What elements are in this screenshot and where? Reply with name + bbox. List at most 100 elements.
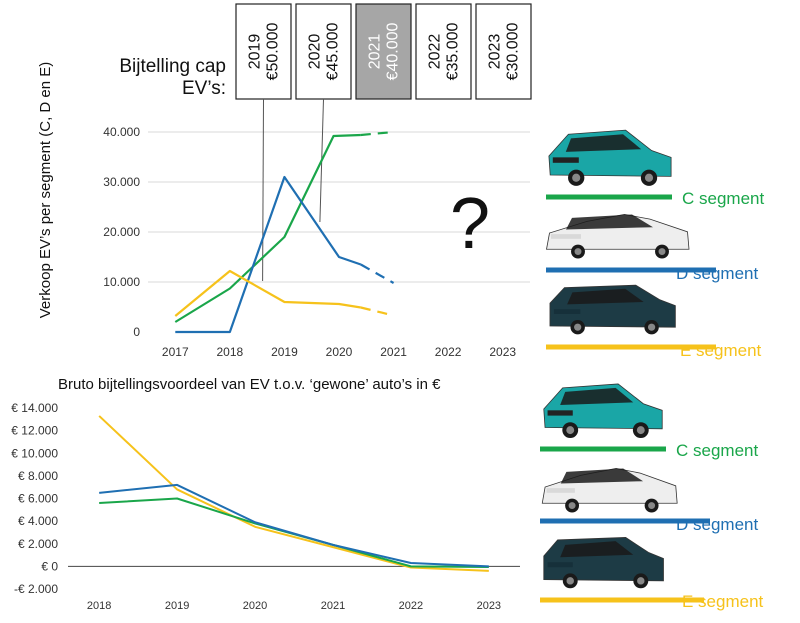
bottom-series-line-2 <box>99 483 489 568</box>
bottom-y-tick-label: -€ 2.000 <box>14 582 58 596</box>
car-grille <box>553 309 581 314</box>
cap-box-year: 2021 <box>367 34 384 70</box>
car-hub <box>644 173 654 182</box>
car-grille <box>551 234 581 239</box>
bottom-y-tick-label: € 10.000 <box>11 446 58 460</box>
top-series-line-2 <box>174 269 362 317</box>
bottom-x-tick-label: 2019 <box>165 600 189 612</box>
legend-color-bar <box>540 446 666 452</box>
legend-color-bar <box>546 267 716 273</box>
cap-box-frame <box>415 3 472 100</box>
car-hub <box>568 502 576 510</box>
car-hatchback-picture <box>543 383 663 439</box>
car-grille <box>547 410 573 416</box>
legend-top: C segment D segment E segment <box>546 129 764 360</box>
top-y-tick-label: 40.000 <box>103 125 140 139</box>
bottom-x-tick-label: 2020 <box>243 600 267 612</box>
cap-box-amount: €30.000 <box>505 22 522 80</box>
top-series-dashed-2 <box>360 306 394 317</box>
car-hub <box>636 426 645 435</box>
cap-box-frame <box>235 3 292 100</box>
bottom-chart-tax-benefit: -€ 2.000 € 0 € 2.000 € 4.000 € 6.000 € 8.000 €… <box>11 401 520 612</box>
top-series-line-1 <box>175 175 362 334</box>
bijtelling-cap-group: Bijtelling cap EV’s: 2019 €50.000 2020 €45.… <box>119 3 532 100</box>
cap-box-2023: 2023 €30.000 <box>475 3 532 100</box>
car-hub <box>648 502 656 510</box>
question-mark: ? <box>450 184 490 264</box>
cap-box-2020: 2020 €45.000 <box>295 3 352 100</box>
cap-label-line2: EV’s: <box>182 78 226 99</box>
car-sedan-picture <box>541 468 678 513</box>
legend-bottom: C segment D segment E segment <box>540 383 764 611</box>
cap-box-2021: 2021 €40.000 <box>355 3 412 100</box>
top-series-dashed-0 <box>360 130 394 137</box>
car-grille <box>547 562 573 568</box>
bottom-y-tick-label: € 6.000 <box>18 492 58 506</box>
cap-label-line1: Bijtelling cap <box>119 56 226 77</box>
cap-box-amount: €45.000 <box>325 22 342 80</box>
top-x-tick-label: 2019 <box>271 345 298 359</box>
top-y-tick-label: 10.000 <box>103 275 140 289</box>
legend-color-bar <box>540 518 710 524</box>
car-hub <box>566 426 575 435</box>
cap-box-year: 2019 <box>247 34 264 70</box>
top-x-tick-label: 2017 <box>162 345 189 359</box>
legend-label: D segment <box>676 515 758 534</box>
bottom-y-tick-label: € 14.000 <box>11 401 58 415</box>
bottom-series-line-0 <box>98 415 489 572</box>
cap-annotation-line <box>262 98 264 282</box>
legend-label: E segment <box>680 341 762 360</box>
car-window <box>566 214 653 230</box>
top-x-tick-label: 2018 <box>217 345 244 359</box>
car-window <box>560 387 634 406</box>
bottom-x-tick-label: 2021 <box>321 600 345 612</box>
car-hub <box>566 577 574 585</box>
car-suv-picture <box>549 284 676 335</box>
car-window <box>567 288 644 305</box>
bottom-y-tick-label: € 8.000 <box>18 469 58 483</box>
cap-box-year: 2022 <box>427 34 444 70</box>
legend-label: C segment <box>676 441 758 460</box>
bottom-y-tick-label: € 4.000 <box>18 514 58 528</box>
car-window <box>565 134 642 152</box>
car-hub <box>572 173 581 182</box>
legend-label: D segment <box>676 264 758 283</box>
cap-box-year: 2023 <box>487 34 504 70</box>
cap-box-frame <box>475 3 532 100</box>
top-series-line-0 <box>174 133 361 323</box>
car-grille <box>546 488 575 493</box>
legend-label: E segment <box>682 592 764 611</box>
bottom-chart-title: Bruto bijtellingsvoordeel van EV t.o.v. … <box>58 376 441 393</box>
top-x-tick-label: 2023 <box>489 345 516 359</box>
top-x-tick-label: 2022 <box>435 345 462 359</box>
top-y-tick-label: 20.000 <box>103 225 140 239</box>
top-chart-ev-sales: 0 10.000 20.000 30.000 40.000 2017 2018 2019 202… <box>37 62 530 359</box>
bottom-y-tick-label: € 12.000 <box>11 424 58 438</box>
bottom-y-tick-label: € 2.000 <box>18 537 58 551</box>
top-series-dashed-1 <box>360 263 395 284</box>
cap-box-frame <box>295 3 352 100</box>
top-x-tick-label: 2020 <box>326 345 353 359</box>
car-suv-picture <box>543 537 664 589</box>
car-hub <box>574 323 582 331</box>
car-sedan-picture <box>546 214 690 259</box>
legend-color-bar <box>546 194 672 200</box>
car-hub <box>658 248 666 256</box>
cap-box-year: 2020 <box>307 34 324 70</box>
legend-label: C segment <box>682 189 764 208</box>
car-grille <box>552 157 579 163</box>
legend-color-bar <box>540 597 704 603</box>
top-y-axis-label: Verkoop EV’s per segment (C, D en E) <box>37 62 54 319</box>
cap-box-2022: 2022 €35.000 <box>415 3 472 100</box>
car-window <box>560 468 644 484</box>
cap-box-2019: 2019 €50.000 <box>235 3 292 100</box>
bottom-x-tick-label: 2018 <box>87 600 111 612</box>
top-y-tick-label: 0 <box>133 325 140 339</box>
cap-box-amount: €35.000 <box>445 22 462 80</box>
bottom-x-tick-label: 2023 <box>477 600 501 612</box>
bottom-y-tick-label: € 0 <box>41 559 58 573</box>
cap-box-amount: €40.000 <box>385 22 402 80</box>
car-hub <box>574 248 582 256</box>
legend-color-bar <box>546 344 716 350</box>
